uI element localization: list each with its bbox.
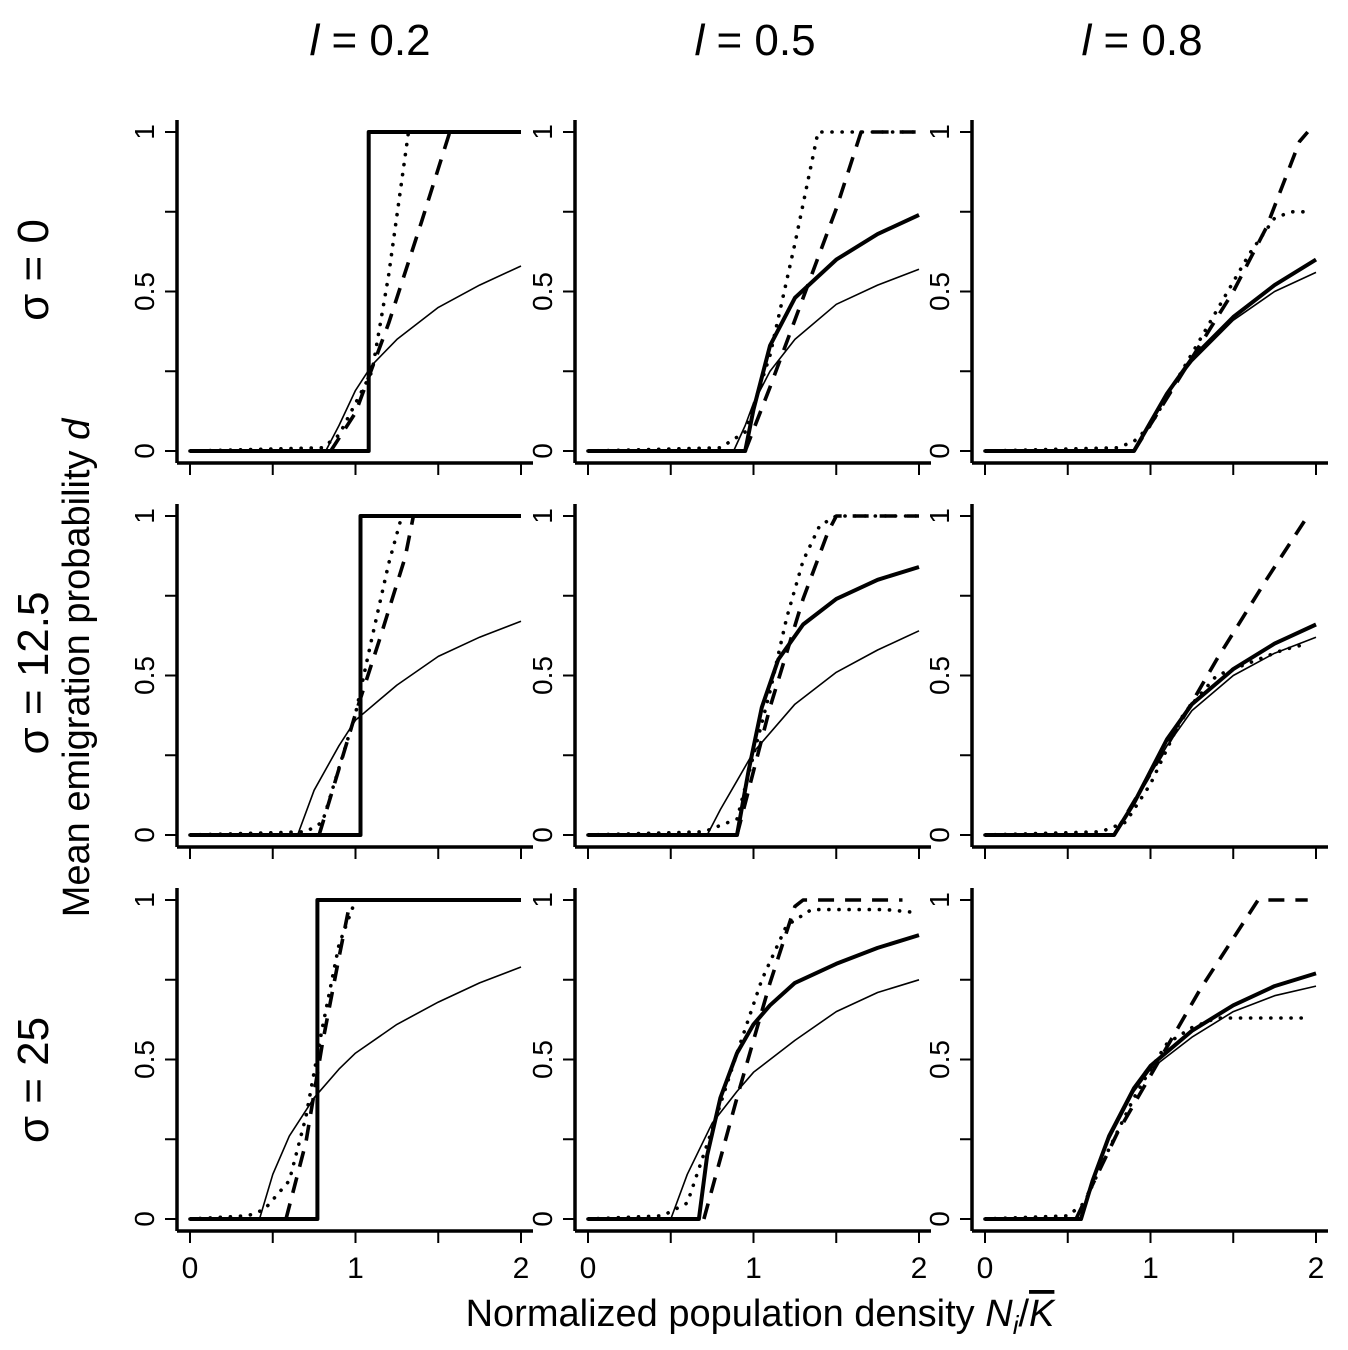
- row-label-2: σ = 12.5: [9, 592, 58, 755]
- series-dashed: [317, 515, 416, 836]
- y-tick-label: 0.5: [924, 656, 955, 695]
- y-tick-label: 0.5: [129, 656, 160, 695]
- y-tick-label: 0: [129, 1211, 160, 1227]
- y-tick-label: 1: [527, 508, 558, 524]
- series-thick-solid: [985, 622, 1317, 837]
- y-tick-label: 0.5: [129, 1040, 160, 1079]
- col-label-2: l = 0.5: [694, 16, 815, 65]
- series-thin-solid: [190, 620, 522, 836]
- series-dashed: [702, 898, 903, 1220]
- series-dotted: [983, 641, 1310, 837]
- y-tick-label: 1: [924, 892, 955, 908]
- y-tick-label: 0: [924, 827, 955, 843]
- series-dotted: [586, 907, 921, 1221]
- series-dotted: [983, 210, 1310, 453]
- x-tick-label: 0: [580, 1252, 597, 1285]
- series-dashed: [1112, 515, 1310, 836]
- series-dotted: [983, 1016, 1310, 1221]
- y-tick-label: 0.5: [924, 272, 955, 311]
- series-thin-solid: [985, 985, 1317, 1220]
- y-tick-label: 1: [924, 508, 955, 524]
- panel-r1-c3: 00.51: [924, 120, 1328, 475]
- y-tick-label: 0: [924, 1211, 955, 1227]
- col-label-3: l = 0.8: [1081, 16, 1202, 65]
- series-thick-solid: [190, 130, 521, 453]
- x-tick-label: 1: [347, 1252, 364, 1285]
- series-thin-solid: [190, 265, 522, 452]
- y-tick-label: 0.5: [527, 656, 558, 695]
- panel-r1-c2: 00.51: [527, 120, 931, 475]
- y-tick-label: 0: [527, 443, 558, 459]
- series-thin-solid: [588, 979, 920, 1220]
- y-tick-label: 0: [527, 1211, 558, 1227]
- row-label-1: σ = 0: [9, 219, 58, 321]
- y-tick-label: 0: [129, 443, 160, 459]
- x-axis-label: Normalized population density Ni/K: [466, 1293, 1056, 1340]
- y-tick-label: 1: [527, 124, 558, 140]
- y-tick-label: 0: [129, 827, 160, 843]
- x-tick-label: 2: [911, 1252, 928, 1285]
- x-tick-label: 1: [745, 1252, 762, 1285]
- y-tick-label: 0: [924, 443, 955, 459]
- series-dashed: [735, 514, 919, 836]
- x-tick-label: 2: [513, 1252, 530, 1285]
- series-thick-solid: [190, 898, 521, 1221]
- panel-r2-c1: 00.51: [129, 504, 533, 859]
- series-dotted: [188, 898, 358, 1221]
- panel-r3-c2: 0 0.5 1 0 1 2: [527, 888, 931, 1285]
- series-dotted: [586, 514, 921, 837]
- row-label-3: σ = 25: [9, 1017, 58, 1143]
- col-label-1: l = 0.2: [309, 16, 430, 65]
- series-thick-solid: [588, 933, 920, 1221]
- series-thick-solid: [985, 971, 1317, 1221]
- k-bar: K: [1029, 1293, 1056, 1335]
- y-tick-label: 1: [527, 892, 558, 908]
- y-tick-label: 1: [924, 124, 955, 140]
- y-tick-label: 0.5: [924, 1040, 955, 1079]
- y-tick-label: 1: [129, 508, 160, 524]
- x-tick-label: 2: [1308, 1252, 1325, 1285]
- panel-r3-c3: 0 0.5 1 0 1 2: [924, 888, 1328, 1285]
- y-tick-label: 0.5: [129, 272, 160, 311]
- y-tick-label: 1: [129, 124, 160, 140]
- y-tick-label: 0.5: [527, 1040, 558, 1079]
- x-tick-label: 0: [977, 1252, 994, 1285]
- x-tick-label: 0: [182, 1252, 199, 1285]
- series-dashed: [1132, 130, 1310, 452]
- panel-r2-c3: 00.51: [924, 504, 1328, 859]
- series-dotted: [188, 130, 411, 453]
- y-tick-label: 0.5: [527, 272, 558, 311]
- series-dashed: [743, 130, 919, 452]
- series-thick-solid: [190, 514, 521, 837]
- y-tick-label: 0: [527, 827, 558, 843]
- y-axis-label: Mean emigration probability d: [56, 417, 98, 917]
- panel-r3-c1: 0 0.5 1 0 1 2: [129, 888, 533, 1285]
- series-thin-solid: [190, 966, 522, 1220]
- series-dashed: [1074, 898, 1308, 1220]
- series-thin-solid: [588, 268, 920, 452]
- series-dashed: [329, 131, 452, 452]
- series-thick-solid: [588, 565, 920, 837]
- series-dotted: [188, 514, 404, 837]
- panel-r2-c2: 00.51: [527, 504, 931, 859]
- y-tick-label: 1: [129, 892, 160, 908]
- series-thin-solid: [985, 636, 1317, 836]
- series-dotted: [586, 130, 921, 453]
- series-thick-solid: [588, 213, 920, 453]
- series-thin-solid: [588, 630, 920, 836]
- x-tick-label: 1: [1142, 1252, 1159, 1285]
- panel-r1-c1: 00.51: [129, 120, 533, 475]
